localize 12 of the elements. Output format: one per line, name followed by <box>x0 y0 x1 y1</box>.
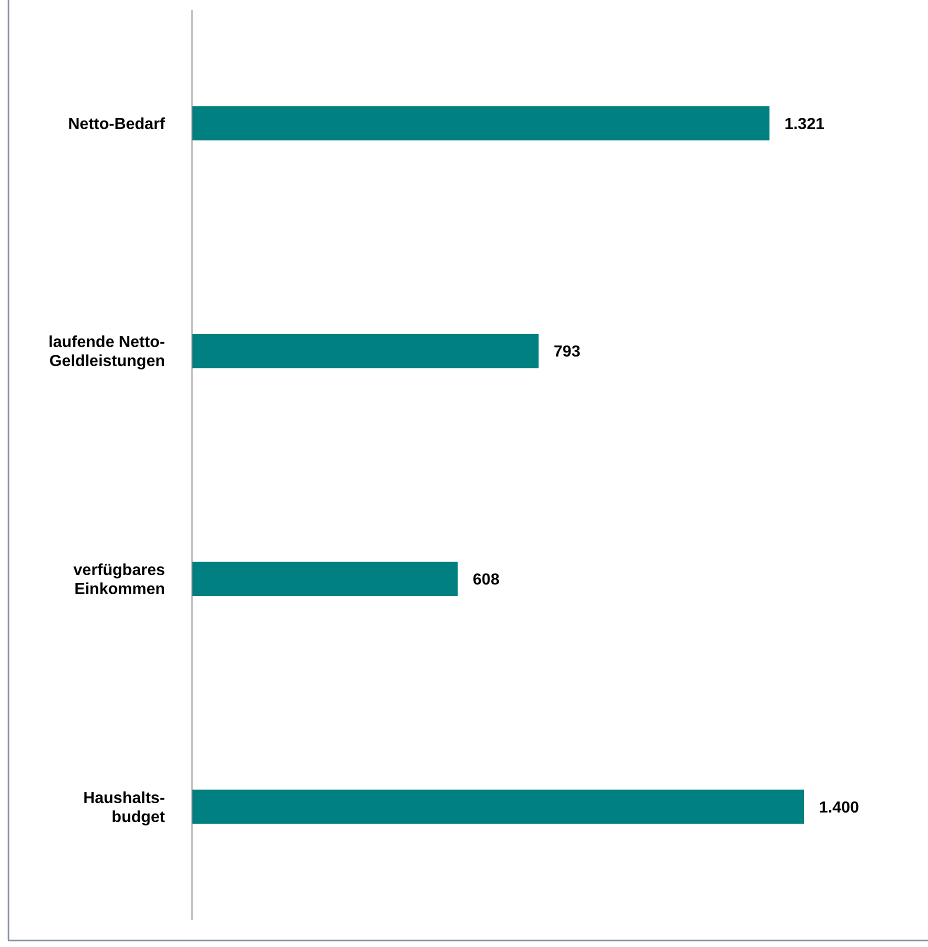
data-label: 1.400 <box>819 799 860 816</box>
y-tick-label: Netto-Bedarf <box>68 116 166 133</box>
bar <box>192 106 770 140</box>
y-tick-label: laufende Netto- Geldleistungen <box>48 334 165 370</box>
bar <box>192 334 539 368</box>
data-label: 1.321 <box>784 116 825 133</box>
y-tick-label: Haushalts- budget <box>83 790 166 826</box>
bar <box>192 790 804 824</box>
bar <box>192 562 458 596</box>
data-label: 793 <box>554 344 580 361</box>
data-label: 608 <box>472 572 500 589</box>
y-tick-label: verfügbares Einkommen <box>73 562 166 598</box>
